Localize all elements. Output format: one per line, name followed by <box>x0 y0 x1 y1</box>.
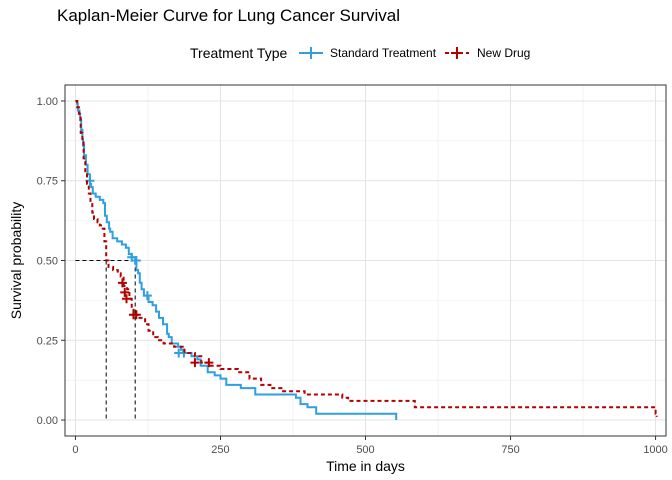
y-tick-label: 0.00 <box>37 415 58 427</box>
plot-panel <box>64 84 667 437</box>
censor-mark <box>204 358 214 368</box>
censor-mark <box>120 287 130 297</box>
censor-mark <box>127 252 137 262</box>
major-grid <box>65 85 666 436</box>
censor-mark <box>142 291 152 301</box>
x-tick-label: 500 <box>356 444 374 456</box>
censor-mark <box>117 278 127 288</box>
legend-item-standard-treatment: Standard Treatment <box>299 46 437 60</box>
legend: Treatment Type Standard Treatment New Dr… <box>190 45 530 61</box>
y-axis-label: Survival probability <box>8 202 24 320</box>
censor-mark <box>131 310 141 320</box>
series-new-drug <box>75 100 658 417</box>
legend-label: New Drug <box>477 46 530 60</box>
y-tick-label: 1.00 <box>37 96 58 108</box>
survival-curve-standard-treatment <box>75 100 398 420</box>
legend-label: Standard Treatment <box>330 46 437 60</box>
survival-curve-new-drug <box>75 100 658 417</box>
y-tick-label: 0.50 <box>37 256 58 268</box>
censor-mark <box>190 358 200 368</box>
legend-key-marker <box>305 47 317 59</box>
legend-item-new-drug: New Drug <box>445 46 530 60</box>
series-standard-treatment <box>75 100 398 420</box>
y-tick-label: 0.25 <box>37 335 58 347</box>
survival-curves <box>75 100 658 420</box>
x-tick-label: 750 <box>501 444 519 456</box>
y-tick-label: 0.75 <box>37 176 58 188</box>
x-axis-label: Time in days <box>326 458 405 474</box>
x-tick-label: 250 <box>211 444 229 456</box>
y-axis: 0.00 0.25 0.50 0.75 1.00 <box>37 96 65 427</box>
x-tick-label: 0 <box>72 444 78 456</box>
chart-title: Kaplan-Meier Curve for Lung Cancer Survi… <box>57 6 400 25</box>
legend-key-marker <box>451 47 463 59</box>
censor-mark <box>121 294 131 304</box>
censor-mark <box>131 256 141 265</box>
x-tick-label: 1000 <box>643 444 667 456</box>
legend-title: Treatment Type <box>190 45 287 61</box>
x-axis: 0 250 500 750 1000 <box>72 436 668 456</box>
